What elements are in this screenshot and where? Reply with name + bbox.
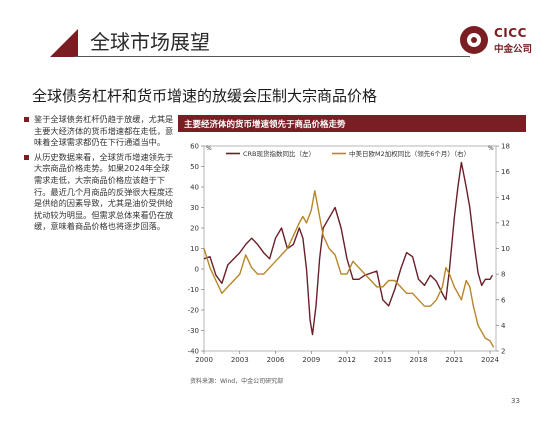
chart-panel: 60 50 40 30 20 10 0 -10 -20 -30 -40 18 16 14 12 10 8 6 4 2%…	[178, 115, 526, 395]
y-left-tick-label: -40	[188, 348, 199, 356]
x-tick-label: 2009	[302, 356, 320, 364]
y-right-tick-label: 6	[501, 296, 506, 304]
y-left-tick-label: 10	[190, 245, 199, 253]
y-right-tick-label: 4	[501, 322, 506, 330]
legend-label: 中美日欧M2加权同比（领先6个月）（右）	[349, 149, 470, 158]
header-accent-triangle	[50, 29, 78, 57]
x-tick-label: 2015	[374, 356, 392, 364]
x-tick-label: 2021	[445, 356, 463, 364]
series-line-m2	[203, 190, 495, 348]
bullet-item: 从历史数据来看，全球货币增速领先于大宗商品价格走势。如果2024年全球需求走低，…	[24, 152, 174, 233]
y-right-tick-label: 18	[501, 143, 510, 151]
plot-frame	[203, 145, 497, 352]
logo-text-cn: 中金公司	[494, 44, 533, 55]
series-line-crb	[203, 161, 494, 336]
y-right-tick-label: 8	[501, 271, 505, 279]
source-note: 资料来源：Wind，中金公司研究部	[190, 378, 284, 385]
cicc-logo: CICC 中金公司	[460, 22, 540, 58]
y-right-unit: %	[488, 145, 494, 152]
slide-subtitle: 全球债务杠杆和货币增速的放缓会压制大宗商品价格	[32, 87, 378, 105]
y-left-tick-label: 60	[190, 143, 199, 151]
x-tick-label: 2006	[267, 356, 285, 364]
x-tick-label: 2012	[338, 356, 356, 364]
page-title: 全球市场展望	[90, 30, 210, 54]
y-left-unit: %	[206, 145, 212, 152]
bullet-list: 鉴于全球债务杠杆仍趋于放缓，尤其是主要大经济体的货币增速都在走低，意味着全球需求…	[24, 114, 174, 236]
bullet-square-icon	[24, 154, 29, 160]
y-left-tick-label: 40	[190, 184, 199, 192]
y-left-tick-label: 0	[195, 266, 199, 274]
line-chart: 60 50 40 30 20 10 0 -10 -20 -30 -40 18 16 14 12 10 8 6 4 2%…	[188, 143, 511, 365]
y-right-tick-label: 12	[501, 219, 510, 227]
y-right-tick-label: 2	[501, 348, 505, 356]
logo-text-en: CICC	[494, 26, 527, 40]
y-right-tick-label: 16	[501, 168, 510, 176]
page-number: 33	[511, 397, 520, 405]
bullet-square-icon	[24, 117, 29, 122]
y-left-tick-label: 50	[190, 163, 199, 171]
bullet-text: 鉴于全球债务杠杆仍趋于放缓，尤其是主要大经济体的货币增速都在走低，意味着全球需求…	[34, 114, 174, 148]
chart-title: 主要经济体的货币增速领先于商品价格走势	[184, 120, 346, 130]
y-right-tick-label: 10	[501, 245, 510, 253]
x-tick-label: 2018	[410, 356, 428, 364]
y-left-tick-label: 20	[190, 225, 199, 233]
header: 全球市场展望 CICC 中金公司	[0, 0, 550, 70]
legend-label: CRB现货指数同比（左）	[243, 149, 315, 158]
y-left-tick-label: 30	[190, 204, 199, 212]
y-left-tick-label: -30	[188, 327, 199, 335]
header-divider	[74, 56, 470, 57]
chart-title-bar: 主要经济体的货币增速领先于商品价格走势	[178, 115, 526, 132]
y-left-tick-label: -10	[188, 286, 199, 294]
x-tick-label: 2024	[481, 356, 499, 364]
y-right-tick-label: 14	[501, 194, 510, 202]
bullet-item: 鉴于全球债务杠杆仍趋于放缓，尤其是主要大经济体的货币增速都在走低，意味着全球需求…	[24, 114, 174, 149]
y-left-tick-label: -20	[188, 307, 199, 315]
bullet-text: 从历史数据来看，全球货币增速领先于大宗商品价格走势。如果2024年全球需求走低，…	[34, 151, 174, 232]
x-tick-label: 2000	[195, 356, 213, 364]
x-tick-label: 2003	[231, 356, 249, 364]
